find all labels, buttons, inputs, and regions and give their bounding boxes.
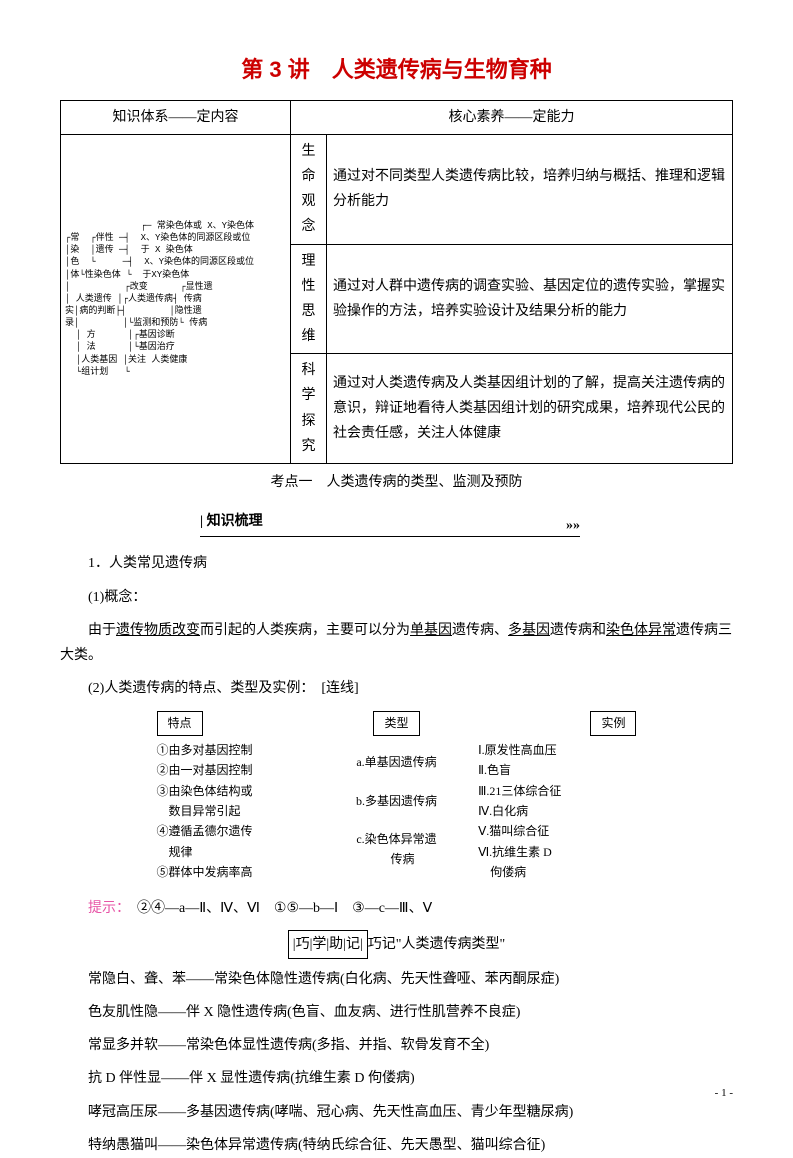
cd-m0: a.单基因遗传病 — [317, 752, 475, 772]
memo-3: 抗 D 伴性显——伴 X 显性遗传病(抗维生素 D 佝偻病) — [60, 1066, 733, 1091]
cd-l4: ⑤群体中发病率高 — [157, 862, 315, 882]
section-header: | 知识梳理 »» — [200, 509, 580, 537]
row-text-0: 通过对不同类型人类遗传病比较，培养归纳与概括、推理和逻辑分析能力 — [327, 134, 733, 244]
p4: (2)人类遗传病的特点、类型及实例： [连线] — [60, 676, 733, 701]
row-label-1: 理性思维 — [291, 244, 327, 354]
section-header-text: | 知识梳理 — [200, 514, 263, 529]
memo-1: 色友肌性隐——伴 X 隐性遗传病(色盲、血友病、进行性肌营养不良症) — [60, 1000, 733, 1025]
cd-l3: ④遵循孟德尔遗传 规律 — [157, 821, 315, 862]
kaodian-title: 考点一 人类遗传病的类型、监测及预防 — [60, 470, 733, 495]
p3-u4: 染色体异常 — [606, 623, 676, 638]
p3-m2: 遗传病、 — [452, 623, 508, 638]
memo-2: 常显多并软——常染色体显性遗传病(多指、并指、软骨发育不全) — [60, 1033, 733, 1058]
cd-l1: ②由一对基因控制 — [157, 760, 315, 780]
row-label-0: 生命观念 — [291, 134, 327, 244]
cd-r0: Ⅰ.原发性高血压 — [478, 740, 636, 760]
p3-pre: 由于 — [88, 623, 116, 638]
row-text-1: 通过对人群中遗传病的调查实验、基因定位的遗传实验，掌握实验操作的方法，培养实验设… — [327, 244, 733, 354]
p3-m1: 而引起的人类疾病，主要可以分为 — [200, 623, 410, 638]
memo-4: 哮冠高压尿——多基因遗传病(哮喘、冠心病、先天性高血压、青少年型糖尿病) — [60, 1100, 733, 1125]
cd-r4: Ⅴ.猫叫综合征 — [478, 821, 636, 841]
th-right: 核心素养——定能力 — [291, 100, 733, 134]
concept-diagram: 特点 类型 实例 ①由多对基因控制 ②由一对基因控制 ③由染色体结构或 数目异常… — [157, 711, 637, 882]
arrow-icon: »» — [566, 513, 580, 538]
memo-box: |巧|学|助|记| — [288, 930, 368, 959]
p3-u2: 单基因 — [410, 623, 452, 638]
row-text-2: 通过对人类遗传病及人类基因组计划的了解，提高关注遗传病的意识，辩证地看待人类基因… — [327, 354, 733, 464]
hint-text: ②④—a—Ⅱ、Ⅳ、Ⅵ ①⑤—b—Ⅰ ③—c—Ⅲ、Ⅴ — [123, 901, 432, 916]
cd-h0: 特点 — [157, 711, 203, 735]
p1: 1．人类常见遗传病 — [60, 551, 733, 576]
hint-line: 提示： ②④—a—Ⅱ、Ⅳ、Ⅵ ①⑤—b—Ⅰ ③—c—Ⅲ、Ⅴ — [60, 896, 733, 921]
cd-m2: c.染色体异常遗 传病 — [317, 829, 475, 870]
p2: (1)概念： — [60, 585, 733, 610]
p3-u3: 多基因 — [508, 623, 550, 638]
main-table: 知识体系——定内容 核心素养——定能力 ┌─ 常染色体或 X、Y染色体 ┌常 ┌… — [60, 100, 733, 464]
hint-label: 提示： — [88, 901, 123, 916]
lecture-title: 第 3 讲 人类遗传病与生物育种 — [60, 50, 733, 90]
memo-header: |巧|学|助|记|巧记"人类遗传病类型" — [60, 930, 733, 959]
p3-u1: 遗传物质改变 — [116, 623, 200, 638]
cd-l2: ③由染色体结构或 数目异常引起 — [157, 781, 315, 822]
memo-0: 常隐白、聋、苯——常染色体隐性遗传病(白化病、先天性聋哑、苯丙酮尿症) — [60, 967, 733, 992]
cd-h2: 实例 — [590, 711, 636, 735]
cd-r3: Ⅳ.白化病 — [478, 801, 636, 821]
memo-title: 巧记"人类遗传病类型" — [368, 937, 505, 952]
cd-r5: Ⅵ.抗维生素 D 佝偻病 — [478, 842, 636, 883]
cd-r2: Ⅲ.21三体综合征 — [478, 781, 636, 801]
th-left: 知识体系——定内容 — [61, 100, 291, 134]
memo-5: 特纳愚猫叫——染色体异常遗传病(特纳氏综合征、先天愚型、猫叫综合征) — [60, 1133, 733, 1158]
page-number: - 1 - — [715, 1084, 733, 1104]
cd-h1: 类型 — [373, 711, 419, 735]
p3-m3: 遗传病和 — [550, 623, 606, 638]
cd-l0: ①由多对基因控制 — [157, 740, 315, 760]
cd-m1: b.多基因遗传病 — [317, 791, 475, 811]
p3: 由于遗传物质改变而引起的人类疾病，主要可以分为单基因遗传病、多基因遗传病和染色体… — [60, 618, 733, 668]
row-label-2: 科学探究 — [291, 354, 327, 464]
cd-r1: Ⅱ.色盲 — [478, 760, 636, 780]
system-diagram-cell: ┌─ 常染色体或 X、Y染色体 ┌常 ┌伴性 ─┤ X、Y染色体的同源区段或位 … — [61, 134, 291, 463]
system-diagram: ┌─ 常染色体或 X、Y染色体 ┌常 ┌伴性 ─┤ X、Y染色体的同源区段或位 … — [65, 220, 286, 378]
